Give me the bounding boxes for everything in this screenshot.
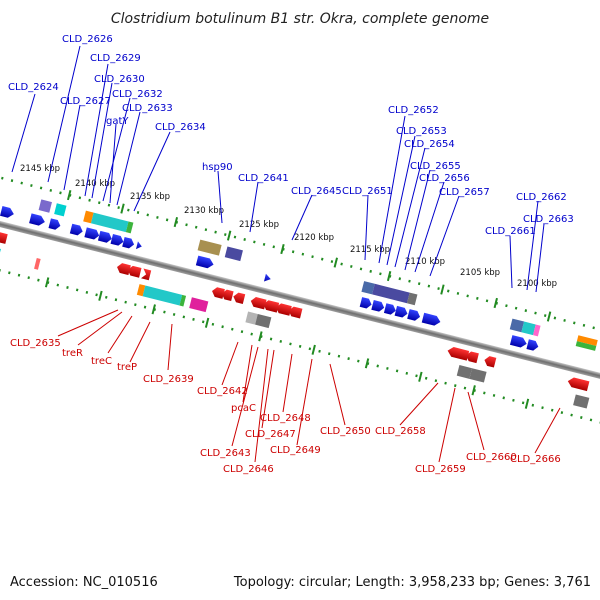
kbp-label: 2105 kbp [460,268,500,278]
gene-label: CLD_2649 [270,445,321,456]
forward-feature-boxes [38,199,541,337]
gene-label: CLD_2653 [396,126,447,137]
gene-label: CLD_2650 [320,426,371,437]
gene-label: CLD_2661 [485,226,536,237]
gene-label: CLD_2629 [90,53,141,64]
gene-label: treR [62,348,83,359]
gene-label: CLD_2657 [439,187,490,198]
gene-label: treC [91,356,112,367]
gene-label: CLD_2627 [60,96,111,107]
reverse-feature-boxes [0,246,598,409]
kbp-label: 2125 kbp [239,220,279,230]
gene-label: gatY [106,116,129,127]
gene-label: CLD_2660 [466,452,517,463]
reverse-cds-row [0,231,590,392]
forward-tick-track [0,174,600,339]
reverse-leader-lines [57,309,561,463]
gene-label: CLD_2654 [404,139,455,150]
gene-label: CLD_2662 [516,192,567,203]
gene-label: CLD_2641 [238,173,289,184]
gene-label: CLD_2639 [143,374,194,385]
gene-label: CLD_2648 [260,413,311,424]
kbp-label: 2130 kbp [184,206,224,216]
map-title: Clostridium botulinum B1 str. Okra, comp… [111,11,489,27]
forward-gene-labels: CLD_2624 CLD_2626 CLD_2627 CLD_2629 CLD_… [8,34,574,237]
gene-label: CLD_2666 [510,454,561,465]
gene-label: CLD_2646 [223,464,274,475]
kbp-label: 2120 kbp [294,233,334,243]
gene-label: CLD_2652 [388,105,439,116]
gene-label: CLD_2656 [419,173,470,184]
gene-label: CLD_2647 [245,429,296,440]
gene-label: CLD_2624 [8,82,59,93]
forward-leader-lines [11,45,545,293]
kbp-label: 2140 kbp [75,179,115,189]
forward-cds-row [0,206,539,351]
gene-label: CLD_2642 [197,386,248,397]
genome-backbone [0,216,600,384]
gene-label: hsp90 [202,162,233,173]
accession-text: Accession: NC_010516 [10,575,158,590]
kbp-label: 2110 kbp [405,257,445,267]
gene-label: CLD_2645 [291,186,342,197]
kbp-label: 2145 kbp [20,164,60,174]
gene-label: CLD_2630 [94,74,145,85]
gene-label: CLD_2634 [155,122,206,133]
genome-stats-text: Topology: circular; Length: 3,958,233 bp… [233,575,591,590]
gene-label: CLD_2651 [342,186,393,197]
gene-label: CLD_2635 [10,338,61,349]
gene-label: CLD_2663 [523,214,574,225]
gene-label: CLD_2659 [415,464,466,475]
reverse-gene-labels: CLD_2635 treR treC treP CLD_2639 CLD_264… [10,338,561,475]
gene-label: CLD_2643 [200,448,251,459]
gene-label: CLD_2658 [375,426,426,437]
gene-label: treP [117,362,137,373]
major-ticks [44,190,552,409]
gene-label: CLD_2632 [112,89,163,100]
gene-label: CLD_2626 [62,34,113,45]
kbp-label: 2115 kbp [350,245,390,255]
kbp-label: 2135 kbp [130,192,170,202]
gene-label: CLD_2655 [410,161,461,172]
gene-label: pcaC [231,403,256,414]
reverse-tick-track [0,261,600,426]
gene-label: CLD_2633 [122,103,173,114]
